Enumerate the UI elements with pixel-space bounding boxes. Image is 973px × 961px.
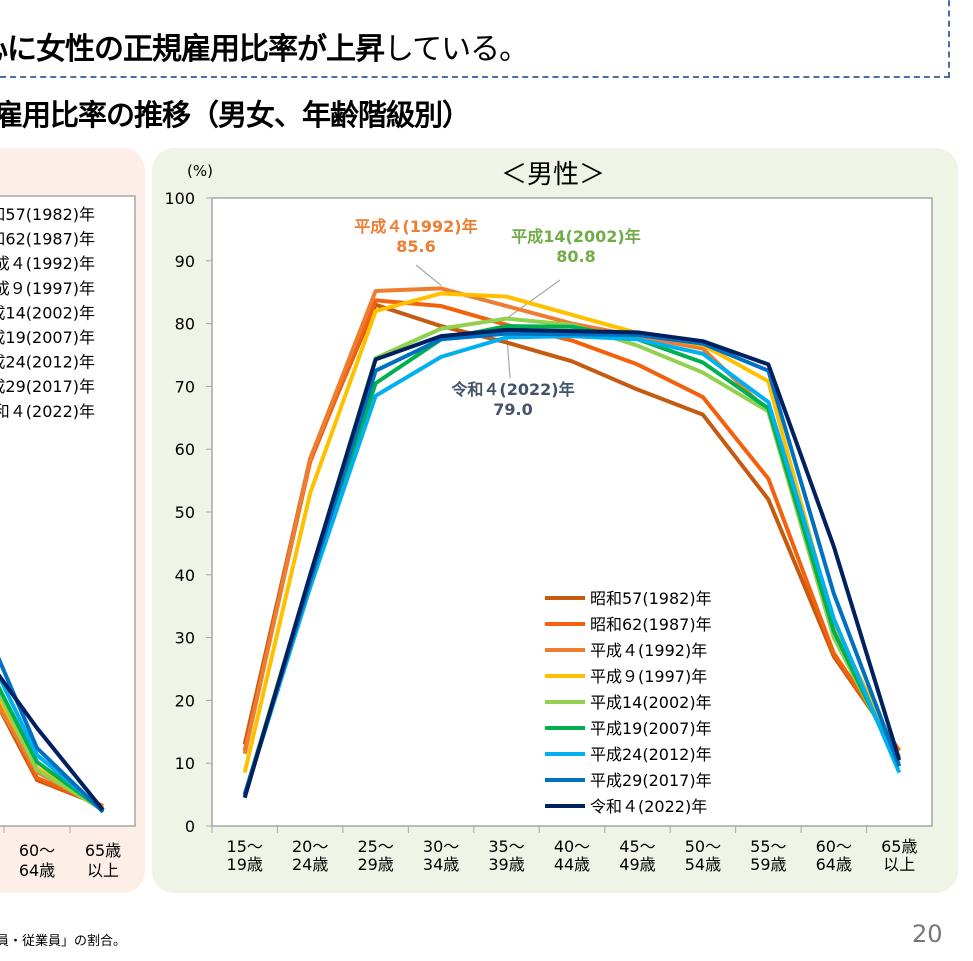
legend-label: 昭和57(1982)年: [590, 589, 712, 608]
annotation-label: 平成４(1992)年: [354, 217, 477, 236]
x-tick-label: 35～: [488, 837, 524, 856]
y-tick-label: 60: [175, 440, 195, 459]
annotation-label: 平成14(2002)年: [511, 227, 640, 246]
female-x-tick-label: 60～: [19, 841, 55, 860]
x-tick-label: 50～: [685, 837, 721, 856]
female-series-line-4: [0, 690, 105, 812]
female-series-line-8: [0, 673, 105, 812]
female-legend-label: 平成24(2012)年: [0, 353, 95, 372]
x-tick-label: 30～: [423, 837, 459, 856]
female-x-tick-label: 以上: [87, 861, 119, 880]
legend-label: 平成14(2002)年: [590, 693, 712, 712]
x-tick-label: 25～: [357, 837, 393, 856]
legend-label: 平成24(2012)年: [590, 745, 712, 764]
x-tick-label: 29歳: [357, 855, 393, 874]
title-bold-part: 心に女性の正規雇用比率が上昇: [0, 32, 385, 67]
slide-title: 心に女性の正規雇用比率が上昇している。: [0, 24, 529, 68]
x-tick-label: 24歳: [292, 855, 328, 874]
x-tick-label: 19歳: [227, 855, 263, 874]
y-tick-label: 20: [175, 691, 195, 710]
chart-title: ＜男性＞: [501, 160, 605, 190]
x-tick-label: 54歳: [685, 855, 721, 874]
plot-area: [211, 197, 933, 827]
annotation-leader: [506, 279, 561, 320]
legend-label: 令和４(2022)年: [590, 797, 707, 816]
y-tick-label: 40: [175, 566, 195, 585]
x-tick-label: 65歳: [881, 837, 917, 856]
y-tick-label: 0: [185, 817, 195, 836]
female-legend-label: 平成29(2017)年: [0, 377, 95, 396]
annotation-leader: [415, 264, 442, 286]
y-tick-label: 50: [175, 503, 195, 522]
y-tick-label: 10: [175, 754, 195, 773]
x-tick-label: 39歳: [488, 855, 524, 874]
annotation-value: 80.8: [556, 247, 595, 266]
legend-label: 平成９(1997)年: [590, 667, 707, 686]
y-tick-label: 80: [175, 315, 195, 334]
female-legend-label: 昭和57(1982)年: [0, 205, 95, 224]
x-tick-label: 59歳: [750, 855, 786, 874]
annotation-label: 令和４(2022)年: [450, 380, 574, 399]
x-tick-label: 60～: [816, 837, 852, 856]
female-x-tick-label: 64歳: [19, 861, 55, 880]
legend-label: 平成19(2007)年: [590, 719, 712, 738]
female-legend-label: 平成９(1997)年: [0, 279, 95, 298]
female-x-tick-label: 65歳: [85, 841, 121, 860]
annotation-value: 79.0: [493, 400, 532, 419]
female-legend-label: 平成19(2007)年: [0, 328, 95, 347]
x-tick-label: 34歳: [423, 855, 459, 874]
footnote: 員・従業員」の割合。: [0, 934, 127, 949]
chart-section-heading: 雇用比率の推移（男女、年齢階級別）: [0, 98, 471, 132]
annotation-value: 85.6: [396, 237, 435, 256]
legend-label: 平成29(2017)年: [590, 771, 712, 790]
y-tick-label: 100: [164, 189, 195, 208]
x-tick-label: 55～: [750, 837, 786, 856]
y-tick-label: 30: [175, 629, 195, 648]
title-normal-part: している。: [384, 32, 529, 67]
x-tick-label: 20～: [292, 837, 328, 856]
female-legend-label: 令和４(2022)年: [0, 402, 95, 421]
x-tick-label: 45～: [619, 837, 655, 856]
y-tick-label: 70: [175, 377, 195, 396]
x-tick-label: 以上: [883, 855, 915, 874]
x-tick-label: 15～: [227, 837, 263, 856]
female-legend-label: 平成４(1992)年: [0, 254, 95, 273]
x-tick-label: 44歳: [554, 855, 590, 874]
legend-label: 平成４(1992)年: [590, 641, 707, 660]
x-tick-label: 49歳: [619, 855, 655, 874]
female-series-line-7: [0, 656, 105, 814]
x-tick-label: 40～: [554, 837, 590, 856]
x-tick-label: 64歳: [816, 855, 852, 874]
page-number: 20: [912, 920, 943, 948]
female-legend-label: 平成14(2002)年: [0, 303, 95, 322]
header-dashed-box: [0, 0, 950, 78]
female-legend-label: 昭和62(1987)年: [0, 230, 95, 249]
y-tick-label: 90: [175, 252, 195, 271]
y-axis-unit: (%): [187, 162, 213, 180]
legend-label: 昭和62(1987)年: [590, 615, 712, 634]
